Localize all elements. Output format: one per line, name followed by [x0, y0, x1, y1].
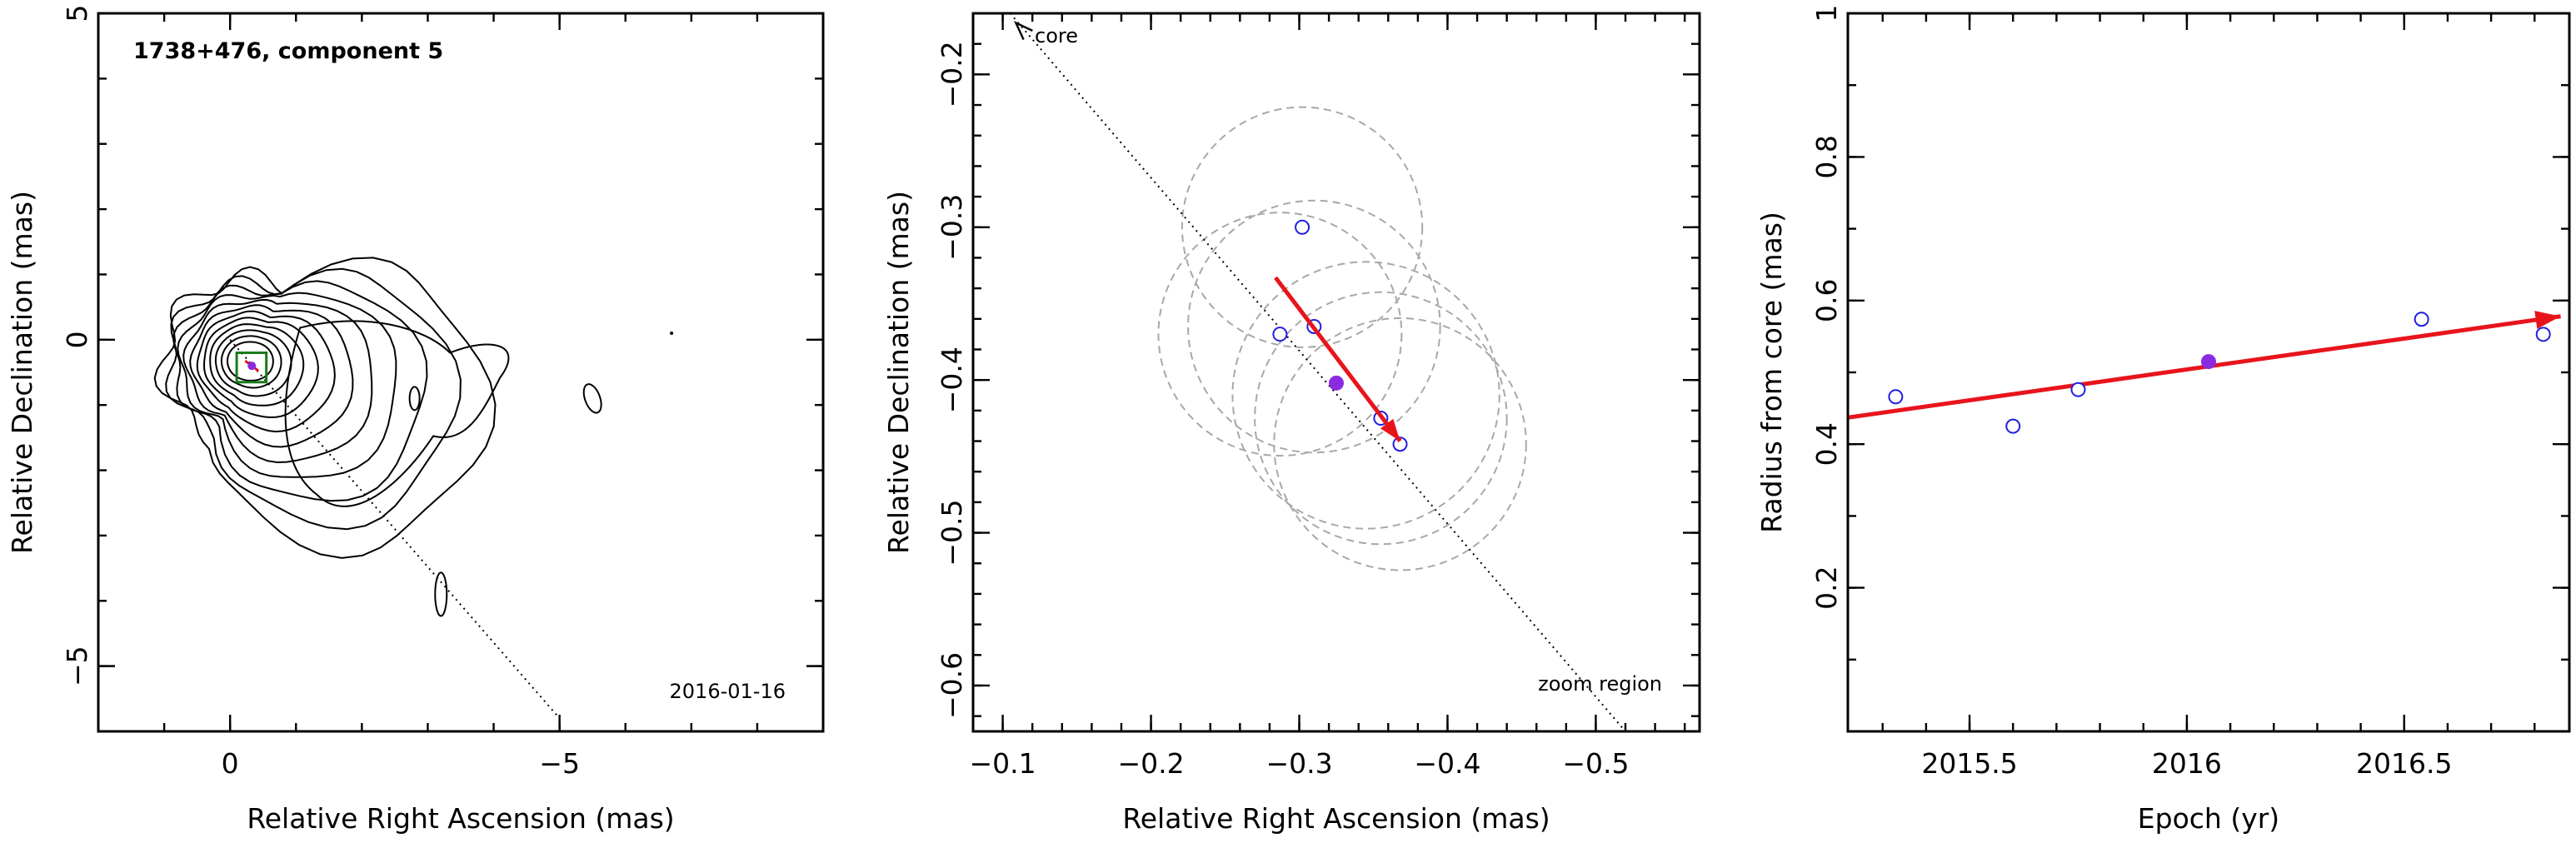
radius-point: [1888, 389, 1904, 405]
position-point: [1295, 219, 1310, 235]
y-axis-label: Radius from core (mas): [1755, 212, 1788, 533]
core-direction-line: [1009, 13, 1626, 731]
contour-island: [582, 383, 602, 414]
beam-circle: [1254, 291, 1508, 546]
motion-arrow: [1274, 276, 1402, 443]
component-marker: [244, 359, 260, 372]
plot-frame: [971, 12, 1701, 733]
map-title: 1738+476, component 5: [133, 38, 443, 64]
beam-circle: [1157, 212, 1403, 457]
contour-line: [196, 310, 336, 433]
contour-line: [177, 292, 397, 478]
plot-frame: [97, 12, 825, 733]
radius-point: [2005, 418, 2021, 434]
beam-circle: [1231, 261, 1500, 530]
x-tick-label: 2016: [2152, 747, 2222, 780]
y-tick-label: −0.4: [936, 347, 968, 413]
contour-line: [165, 267, 462, 531]
contour-dot: [670, 331, 674, 335]
core-arrow-icon: [1013, 20, 1033, 40]
x-tick-label: 2016.5: [2356, 747, 2452, 780]
y-tick-label: 0.4: [1810, 422, 1843, 466]
zoom-region-box: [235, 351, 268, 384]
contour-line: [189, 304, 354, 448]
zoom-panel: −0.1 −0.2 −0.3 −0.4 −0.5 −0.6 −0.5 −0.4 −0.3 −0.2…: [882, 12, 1701, 835]
epoch-annotation: 2016-01-16: [670, 680, 786, 703]
contour-lines: [153, 257, 510, 559]
x-tick-label: −0.4: [1414, 747, 1480, 780]
component-point: [247, 362, 257, 371]
position-point: [1272, 327, 1288, 342]
y-tick-label: −0.6: [936, 652, 968, 719]
radius-points: [1888, 312, 2551, 434]
x-tick-label: −0.2: [1117, 747, 1184, 780]
core-arrowhead: [1013, 20, 1033, 40]
core-label: core: [1035, 24, 1078, 47]
y-tick-label: 0.6: [1810, 279, 1843, 322]
trend-arrowhead: [2534, 311, 2561, 329]
axis-ticks: 2015.5 2016 2016.5 0.2 0.4 0.6 0.8 1: [1810, 5, 2569, 780]
contour-line: [284, 320, 510, 507]
contour-line: [226, 341, 274, 382]
zoom-region-label: zoom region: [1538, 672, 1662, 696]
x-axis-label: Epoch (yr): [2138, 802, 2279, 835]
contour-line: [209, 323, 305, 407]
contour-line: [172, 280, 428, 502]
motion-arrow-line: [1274, 276, 1402, 443]
contour-line: [202, 317, 319, 419]
beam-circle: [1273, 317, 1527, 571]
x-tick-label: −5: [539, 747, 580, 780]
y-tick-label: 0.2: [1810, 566, 1843, 609]
y-tick-label: −0.5: [936, 500, 968, 566]
axis-ticks: −0.1 −0.2 −0.3 −0.4 −0.5 −0.6 −0.5 −0.4 −0.3 −0.2: [936, 12, 1700, 780]
motion-arrowhead: [1380, 418, 1400, 441]
y-tick-label: −5: [61, 646, 93, 686]
contour-map-panel: 0 −5 −5 0 5 1738+476, component 5 2016-01-16…: [6, 5, 825, 835]
x-tick-label: −0.5: [1562, 747, 1629, 780]
x-axis-label: Relative Right Ascension (mas): [1122, 802, 1550, 835]
y-axis-label: Relative Declination (mas): [882, 191, 915, 554]
contour-island: [434, 571, 448, 617]
axis-ticks: 0 −5 −5 0 5: [61, 5, 825, 780]
radius-point: [2070, 382, 2086, 397]
core-direction-line: [229, 339, 561, 719]
x-tick-label: −0.1: [970, 747, 1036, 780]
contour-line: [220, 335, 282, 389]
y-tick-label: 1: [1810, 5, 1843, 22]
y-tick-label: −0.2: [936, 41, 968, 107]
radius-point: [2535, 327, 2551, 342]
contour-islands: [408, 331, 674, 617]
contour-island: [408, 386, 421, 412]
beam-circles: [1157, 106, 1527, 571]
radius-point: [2414, 312, 2429, 327]
contour-line: [214, 329, 292, 397]
plot-frame: [1846, 12, 2571, 733]
mean-position-point: [1329, 375, 1344, 391]
y-tick-label: 0: [61, 331, 93, 348]
y-tick-label: −0.3: [936, 194, 968, 261]
contour-line: [182, 298, 373, 464]
y-tick-label: 5: [61, 5, 93, 22]
y-axis-label: Relative Declination (mas): [6, 191, 38, 554]
beam-circle: [1181, 106, 1424, 348]
x-axis-label: Relative Right Ascension (mas): [247, 802, 674, 835]
beam-circle: [1187, 199, 1441, 454]
x-tick-label: 2015.5: [1921, 747, 2017, 780]
radius-vs-epoch-panel: 2015.5 2016 2016.5 0.2 0.4 0.6 0.8 1 Epoch (yr)…: [1755, 5, 2571, 835]
mean-radius-point: [2201, 354, 2216, 370]
y-tick-label: 0.8: [1810, 135, 1843, 178]
x-tick-label: 0: [222, 747, 239, 780]
position-point: [1392, 436, 1408, 452]
x-tick-label: −0.3: [1266, 747, 1332, 780]
component-positions: [1272, 219, 1408, 452]
